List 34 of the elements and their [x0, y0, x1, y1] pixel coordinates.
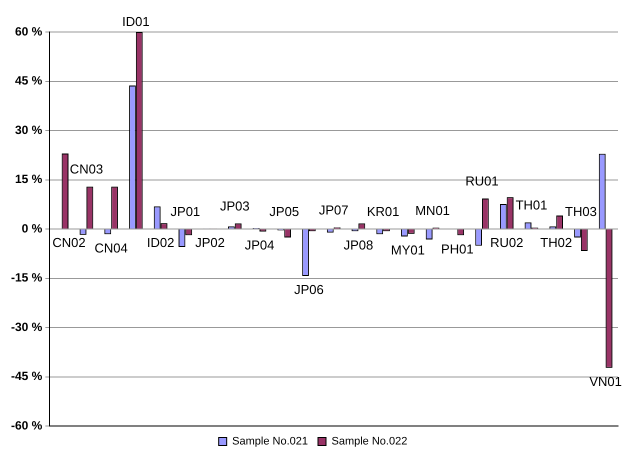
- x-tick-label: ID02: [146, 235, 174, 250]
- x-tick-label: JP06: [294, 282, 324, 298]
- x-tick-label: RU01: [465, 174, 499, 189]
- legend-label: Sample No.021: [232, 436, 308, 448]
- x-tick-label: MY01: [390, 242, 425, 258]
- y-tick-label: 60 %: [14, 24, 43, 38]
- y-tick-label: -15 %: [10, 270, 43, 285]
- y-tick-label: -30 %: [10, 320, 43, 334]
- y-tick-label: -60 %: [10, 418, 43, 432]
- x-tick-label: CN02: [52, 235, 86, 250]
- legend-label: Sample No.022: [332, 436, 408, 448]
- x-tick-label: JP02: [195, 235, 225, 250]
- x-tick-label: JP03: [220, 198, 250, 214]
- y-tick-label: 30 %: [14, 122, 43, 137]
- x-tick-label: JP01: [170, 204, 200, 220]
- y-tick-label: 45 %: [14, 74, 43, 88]
- x-tick-label: TH03: [565, 204, 597, 220]
- x-tick-label: TH02: [540, 235, 572, 250]
- y-tick-label: 0 %: [22, 221, 43, 236]
- x-tick-label: ID01: [122, 14, 150, 30]
- x-tick-label: MN01: [415, 202, 450, 218]
- x-tick-label: JP04: [244, 238, 274, 253]
- x-tick-label: KR01: [366, 204, 400, 220]
- y-tick-label: -45 %: [10, 369, 43, 384]
- y-tick-label: 15 %: [14, 172, 43, 186]
- x-tick-label: JP08: [344, 237, 374, 252]
- x-tick-label: CN03: [70, 162, 104, 177]
- x-tick-label: VN01: [589, 374, 622, 389]
- x-tick-label: JP05: [269, 204, 300, 220]
- x-tick-label: RU02: [490, 235, 524, 250]
- x-tick-label: CN04: [94, 240, 128, 256]
- x-tick-label: TH01: [516, 198, 548, 213]
- x-tick-label: PH01: [441, 241, 474, 256]
- x-tick-label: JP07: [318, 202, 348, 218]
